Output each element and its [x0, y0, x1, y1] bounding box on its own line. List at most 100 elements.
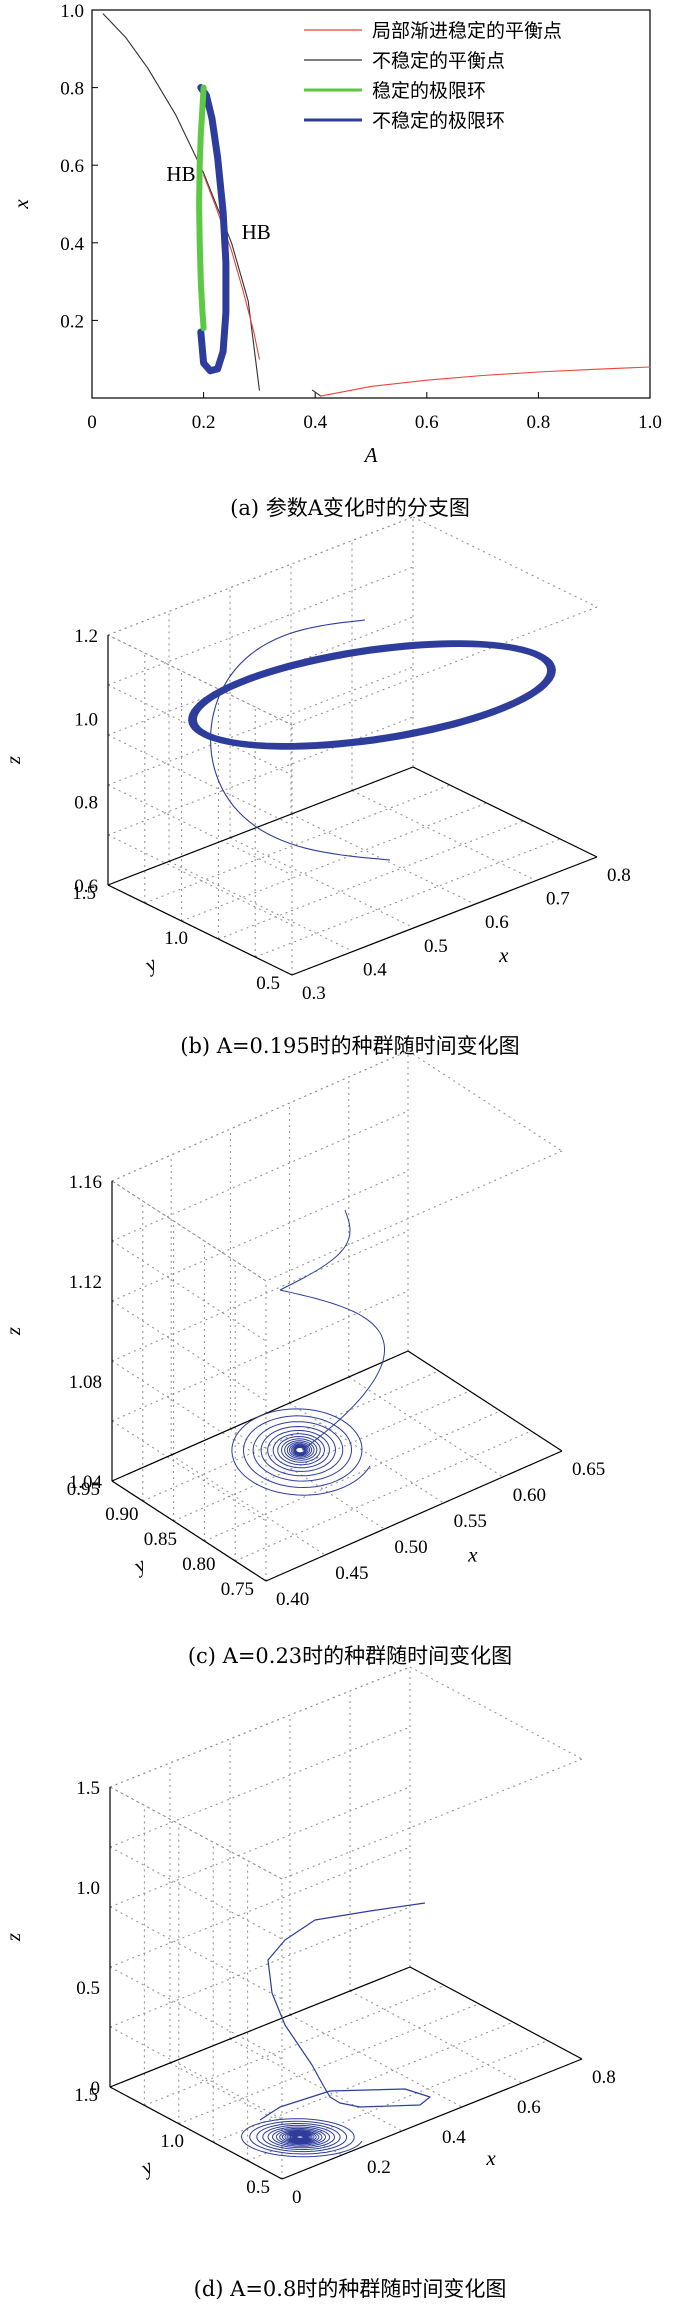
legend-label: 稳定的极限环 — [372, 80, 486, 102]
x-tick-label: 0 — [292, 2187, 302, 2208]
y-tick-label: 0.90 — [105, 1504, 138, 1525]
y-tick-label: 0.95 — [67, 1479, 100, 1500]
legend-label: 局部渐进稳定的平衡点 — [372, 20, 562, 42]
grid-line — [178, 2003, 479, 2125]
z-tick-label: 0.8 — [74, 793, 98, 814]
z-tick-label: 1.5 — [76, 1778, 100, 1799]
grid-line — [142, 1370, 440, 1502]
grid-line — [144, 784, 450, 904]
z-tick-label: 1.0 — [76, 1878, 100, 1899]
grid-line — [349, 1990, 523, 2084]
grid-line — [109, 2026, 283, 2120]
grid-line — [111, 1240, 267, 1342]
y-axis-label: x — [9, 199, 33, 210]
spiral-trajectory — [231, 1408, 371, 1496]
grid-line — [107, 734, 293, 826]
grid-line — [111, 1110, 409, 1242]
x-tick-label: 0.65 — [572, 1459, 605, 1480]
box-edge — [107, 516, 414, 636]
limit-cycle-ring — [192, 643, 552, 747]
x-tick-label: 0.3 — [302, 983, 326, 1004]
box-front-edge — [412, 766, 598, 858]
y-axis-label: y — [135, 2154, 157, 2181]
grid-line — [229, 837, 415, 929]
x-tick-label: 0.4 — [303, 412, 327, 433]
z-tick-label: 0.6 — [74, 876, 98, 897]
series-line-2 — [196, 84, 207, 332]
x-tick-label: 0.55 — [454, 1511, 487, 1532]
z-tick-label: 1.2 — [74, 626, 98, 647]
z-tick-label: 1.0 — [74, 709, 98, 730]
y-tick-label: 0.2 — [60, 311, 84, 332]
z-axis-label: z — [1, 756, 25, 765]
z-tick-label: 1.08 — [69, 1372, 102, 1393]
box-edge — [109, 1786, 283, 1880]
transient-trajectory — [210, 619, 391, 861]
box-edge — [281, 1758, 583, 1880]
grid-line — [229, 2038, 403, 2132]
series-line-0 — [320, 366, 651, 397]
x-tick-label: 0.6 — [485, 912, 509, 933]
x-tick-label: 1.0 — [638, 412, 662, 433]
y-tick-label: 0.75 — [221, 1579, 254, 1600]
x-tick-label: 0.2 — [367, 2157, 391, 2178]
x-tick-label: 0.8 — [607, 865, 631, 886]
series-line-1 — [311, 389, 322, 397]
series-line-1 — [102, 13, 260, 391]
x-tick-label: 0.2 — [192, 412, 216, 433]
y-tick-label: 1.0 — [60, 1, 84, 22]
x-tick-label: 0.6 — [517, 2097, 541, 2118]
x-tick-label: 0.60 — [513, 1485, 546, 1506]
box-edge — [407, 1050, 563, 1152]
grid-line — [107, 834, 293, 926]
box-front-edge — [109, 1966, 411, 2088]
y-tick-label: 1.0 — [164, 928, 188, 949]
grid-line — [111, 1230, 409, 1362]
box-edge — [107, 634, 293, 726]
x-tick-label: 0.4 — [442, 2127, 466, 2148]
box-edge — [412, 516, 598, 608]
phase-panel-c: 1.04 1.08 1.12 1.16 0.75 0.80 0.85 0.90 0.95 0.40… — [0, 1050, 700, 1690]
z-axis-label: z — [1, 1933, 25, 1942]
box-edge — [291, 606, 598, 726]
box-front-edge — [409, 1966, 583, 2060]
caption-a: (a) 参数A变化时的分支图 — [230, 496, 470, 520]
caption-b: (b) A=0.195时的种群随时间变化图 — [180, 1034, 520, 1058]
grid-line — [109, 1966, 283, 2060]
limit-cycle-ring — [191, 642, 553, 748]
grid-line — [234, 1430, 532, 1562]
grid-line — [111, 1170, 409, 1302]
x-axis-line — [265, 1450, 563, 1582]
grid-line — [144, 1984, 445, 2106]
grid-line — [168, 860, 354, 952]
z-tick-label: 0 — [91, 2078, 101, 2099]
transient-trajectory — [259, 1902, 431, 2121]
grid-line — [111, 1360, 267, 1462]
grid-line — [111, 1420, 267, 1522]
x-tick-label: 0.40 — [276, 1589, 309, 1610]
grid-line — [109, 1846, 411, 1968]
grid-line — [255, 838, 561, 958]
x-tick-label: 0.6 — [415, 412, 439, 433]
z-tick-label: 1.12 — [69, 1272, 102, 1293]
grid-line — [109, 1906, 411, 2028]
x-tick-label: 0 — [87, 412, 97, 433]
x-tick-label: 0.50 — [394, 1537, 427, 1558]
box-edge — [409, 1666, 583, 1760]
caption-d: (d) A=0.8时的种群随时间变化图 — [193, 2277, 507, 2301]
grid-line — [107, 784, 293, 876]
phase-chart-c: 1.04 1.08 1.12 1.16 0.75 0.800.85 0.900.95 0.40… — [1, 1050, 605, 1610]
z-axis-label: z — [1, 1327, 25, 1336]
x-tick-label: 0.7 — [546, 889, 570, 910]
box-front-edge — [107, 766, 414, 886]
grid-line — [111, 1290, 409, 1422]
phase-panel-b: 0.6 0.8 1.0 1.2 0.5 1.0 1.5 0.3 0.4 0.5 0.6 0.7 0.8 z… — [0, 516, 700, 1080]
hb-label: HB — [166, 162, 195, 186]
y-tick-label: 0.4 — [60, 234, 84, 255]
grid-line — [289, 2014, 463, 2108]
grid-line — [109, 1786, 411, 1908]
x-axis-label: x — [485, 2146, 496, 2170]
phase-chart-b: 0.6 0.8 1.0 1.2 0.5 1.0 1.5 0.3 0.4 0.5 0.6 0.7 0.8 z… — [1, 516, 631, 1004]
y-tick-label: 0.6 — [60, 156, 84, 177]
